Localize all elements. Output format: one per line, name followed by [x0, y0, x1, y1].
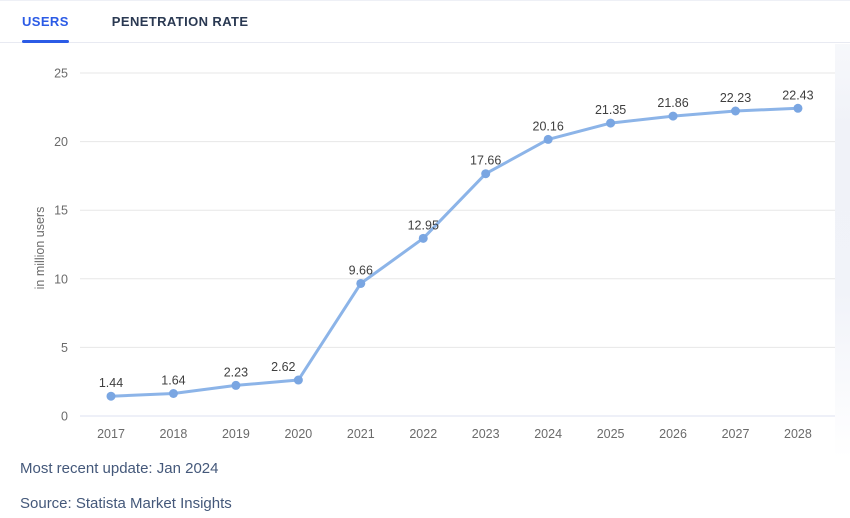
- data-label: 22.43: [782, 88, 813, 102]
- x-tick-label: 2027: [722, 427, 750, 441]
- x-tick-label: 2025: [597, 427, 625, 441]
- y-axis-title: in million users: [33, 207, 47, 290]
- source-note: Source: Statista Market Insights: [20, 495, 232, 512]
- data-point[interactable]: [606, 118, 616, 128]
- users-series-line: [109, 106, 800, 398]
- data-label: 20.16: [533, 119, 564, 133]
- y-tick-label: 25: [54, 67, 68, 81]
- x-tick-label: 2028: [784, 427, 812, 441]
- tab-penetration-rate[interactable]: PENETRATION RATE: [111, 14, 249, 29]
- y-tick-label: 20: [54, 135, 68, 149]
- x-tick-label: 2019: [222, 427, 250, 441]
- data-point[interactable]: [668, 111, 678, 121]
- data-label: 1.44: [99, 376, 123, 390]
- x-tick-label: 2022: [409, 427, 437, 441]
- chart-tabs: USERS PENETRATION RATE: [0, 1, 850, 43]
- data-point[interactable]: [481, 169, 491, 179]
- x-tick-label: 2021: [347, 427, 375, 441]
- data-point[interactable]: [356, 278, 366, 288]
- data-point[interactable]: [293, 375, 303, 385]
- y-tick-label: 15: [54, 204, 68, 218]
- data-label: 9.66: [349, 263, 373, 277]
- update-note: Most recent update: Jan 2024: [20, 460, 219, 477]
- chart-footer: Most recent update: Jan 2024 Source: Sta…: [20, 459, 232, 518]
- data-point[interactable]: [543, 134, 553, 144]
- users-line-chart: 0 5 10 15 20 25 in million users 2017 2018 2019 20…: [0, 44, 850, 454]
- data-label: 17.66: [470, 154, 501, 168]
- x-tick-label: 2026: [659, 427, 687, 441]
- data-label: 2.62: [271, 360, 295, 374]
- data-label: 2.23: [224, 365, 248, 379]
- x-tick-label: 2018: [160, 427, 188, 441]
- data-point[interactable]: [168, 388, 178, 398]
- data-label: 12.95: [408, 218, 439, 232]
- x-tick-label: 2023: [472, 427, 500, 441]
- data-label: 22.23: [720, 91, 751, 105]
- y-tick-label: 0: [61, 410, 68, 424]
- x-tick-label: 2020: [284, 427, 312, 441]
- data-point[interactable]: [793, 103, 803, 113]
- tab-users[interactable]: USERS: [22, 1, 69, 43]
- data-point[interactable]: [731, 106, 740, 116]
- x-tick-label: 2024: [534, 427, 562, 441]
- data-label: 21.35: [595, 103, 626, 117]
- data-label: 1.64: [161, 373, 185, 387]
- y-tick-label: 5: [61, 341, 68, 355]
- x-tick-label: 2017: [97, 427, 125, 441]
- data-point[interactable]: [231, 380, 241, 390]
- data-label: 21.86: [657, 96, 688, 110]
- data-point[interactable]: [106, 391, 116, 401]
- data-point[interactable]: [418, 233, 428, 243]
- y-tick-label: 10: [54, 272, 68, 286]
